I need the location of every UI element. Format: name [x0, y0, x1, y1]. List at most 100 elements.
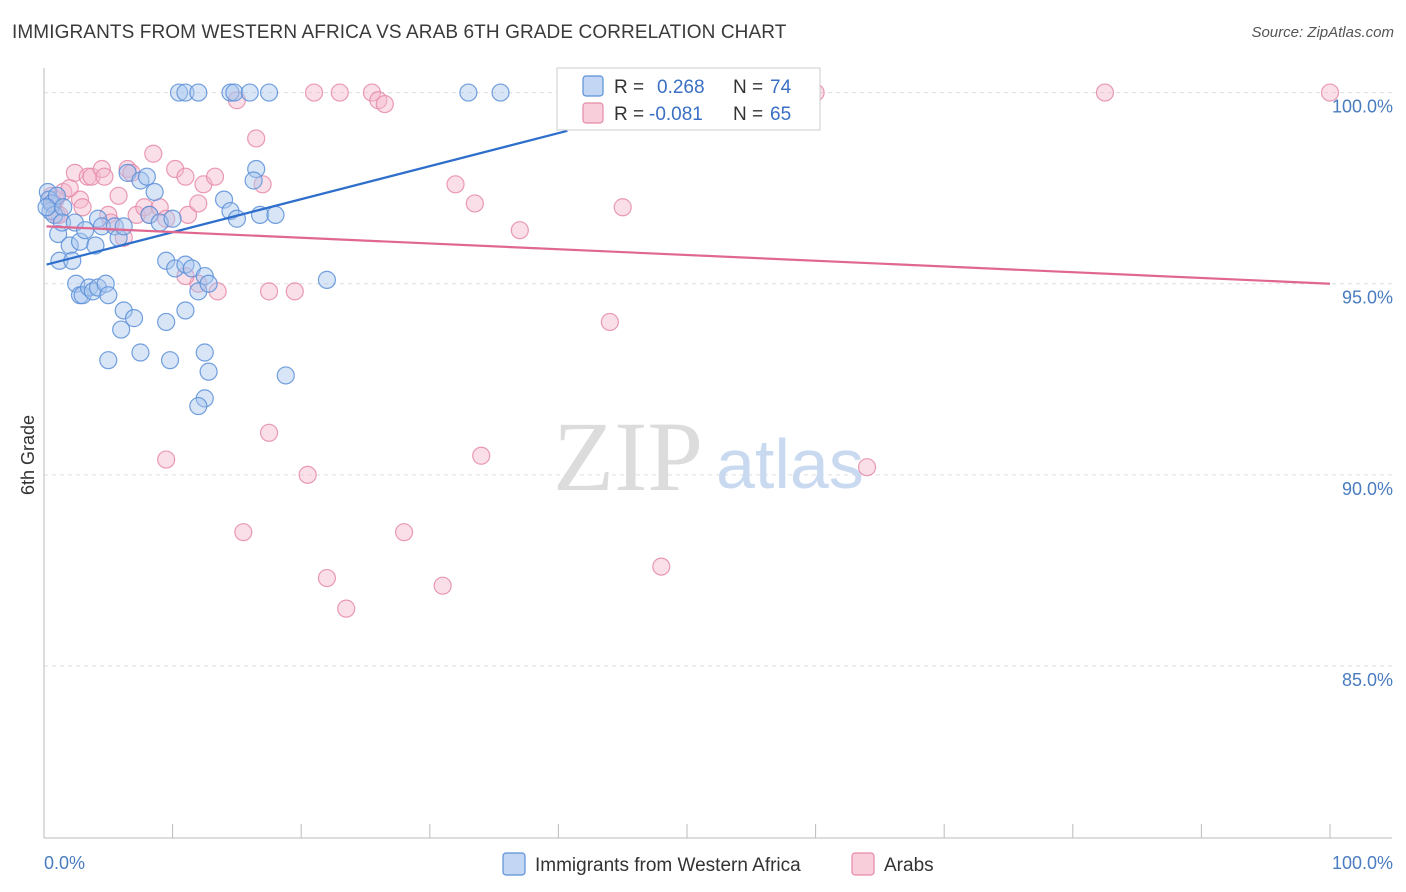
arab-point [298, 465, 317, 484]
western-africa-point [70, 232, 90, 251]
arab-point [857, 458, 877, 477]
arab-point [166, 159, 185, 179]
source-credit: Source: ZipAtlas.com [1251, 24, 1394, 41]
western-africa-point [189, 396, 208, 416]
western-africa-point [114, 301, 133, 320]
arab-point [600, 312, 619, 332]
legend-swatch-arabs [851, 852, 875, 876]
arab-point [317, 568, 337, 588]
arab-point [247, 129, 266, 148]
western-africa-point [54, 198, 73, 217]
western-africa-point [38, 182, 57, 202]
western-africa-point [459, 83, 478, 102]
western-africa-point [247, 159, 266, 179]
western-africa-point [157, 312, 176, 332]
western-africa-point [131, 343, 150, 362]
arab-point [446, 175, 465, 194]
western-africa-point [199, 274, 218, 293]
western-africa-point [244, 171, 263, 190]
western-africa-point [199, 362, 218, 381]
western-africa-point [49, 224, 68, 244]
western-africa-point [86, 236, 105, 255]
arab-point [144, 144, 163, 163]
western-africa-point [92, 217, 111, 236]
arab-point [1320, 83, 1340, 102]
legend: Immigrants from Western Africa Arabs [502, 852, 934, 876]
arab-point [472, 446, 491, 465]
legend-label-western-africa: Immigrants from Western Africa [535, 855, 801, 876]
y-tick-label: 95.0% [1342, 288, 1393, 308]
arab-point [109, 186, 128, 205]
western-africa-point [221, 83, 240, 102]
arab-point [394, 523, 414, 542]
stats-r-label-1: R = [614, 77, 644, 98]
arab-point [234, 523, 253, 542]
arab-point [253, 175, 272, 194]
western-africa-point [317, 270, 337, 289]
arab-point [95, 167, 114, 186]
western-africa-point [169, 83, 189, 102]
tick-labels: 85.0% 90.0% 95.0% 100.0% 0.0% 100.0% [44, 97, 1393, 873]
western-africa-point [276, 366, 295, 385]
stats-n-value-2: 65 [770, 104, 791, 125]
arab-point [285, 282, 304, 301]
western-africa-points [37, 83, 510, 416]
stats-r-value-1: 0.268 [657, 77, 705, 98]
arab-point [330, 83, 349, 102]
arab-point [127, 205, 146, 225]
arab-point [178, 205, 198, 225]
stats-swatch-pink [582, 102, 604, 124]
western-africa-point [99, 351, 118, 370]
stats-r-value-2: -0.081 [649, 104, 703, 125]
western-africa-point [137, 167, 156, 186]
stats-n-label-1: N = [733, 77, 763, 98]
axes-layer [43, 68, 1392, 839]
arab-point [259, 282, 279, 301]
western-africa-point [96, 274, 115, 293]
arab-point [304, 83, 324, 102]
arab-point [176, 167, 195, 186]
legend-label-arabs: Arabs [884, 855, 934, 876]
stats-n-label-2: N = [733, 104, 763, 125]
trend-line-western-africa [46, 129, 568, 266]
x-tick-label: 0.0% [44, 853, 85, 873]
arab-point [375, 94, 394, 114]
western-africa-point [114, 217, 133, 236]
western-africa-point [99, 286, 118, 305]
y-tick-label: 90.0% [1342, 479, 1393, 499]
arab-point [189, 194, 208, 213]
arab-point [433, 576, 452, 595]
arab-point [337, 599, 356, 618]
grid-layer [44, 92, 1392, 667]
stats-box: R = 0.268 N = 74 R = -0.081 N = 65 [556, 67, 821, 131]
western-africa-point [240, 83, 259, 102]
arab-point [510, 221, 529, 240]
chart-title: IMMIGRANTS FROM WESTERN AFRICA VS ARAB 6… [12, 22, 787, 43]
western-africa-point [176, 301, 195, 320]
western-africa-point [160, 351, 180, 370]
western-africa-point [140, 205, 159, 225]
western-africa-point [163, 209, 182, 228]
y-axis-label: 6th Grade [18, 415, 38, 495]
western-africa-point [63, 251, 82, 270]
trend-line-arabs [46, 225, 1331, 285]
arabs-points [42, 83, 1340, 618]
western-africa-point [195, 343, 214, 362]
western-africa-point [112, 320, 131, 339]
western-africa-point [124, 309, 144, 328]
western-africa-point [491, 83, 510, 102]
arab-point [157, 450, 176, 469]
stats-r-label-2: R = [614, 104, 644, 125]
arab-point [205, 167, 225, 186]
western-africa-point [259, 83, 279, 102]
arab-point [1095, 83, 1115, 102]
watermark-zip: ZIP [553, 401, 703, 512]
trend-lines [46, 129, 1331, 285]
stats-n-value-1: 74 [770, 77, 792, 98]
y-tick-label: 100.0% [1332, 97, 1393, 117]
western-africa-point [214, 190, 234, 209]
y-tick-label: 85.0% [1342, 670, 1393, 690]
arab-point [613, 198, 632, 217]
western-africa-point [145, 182, 164, 202]
